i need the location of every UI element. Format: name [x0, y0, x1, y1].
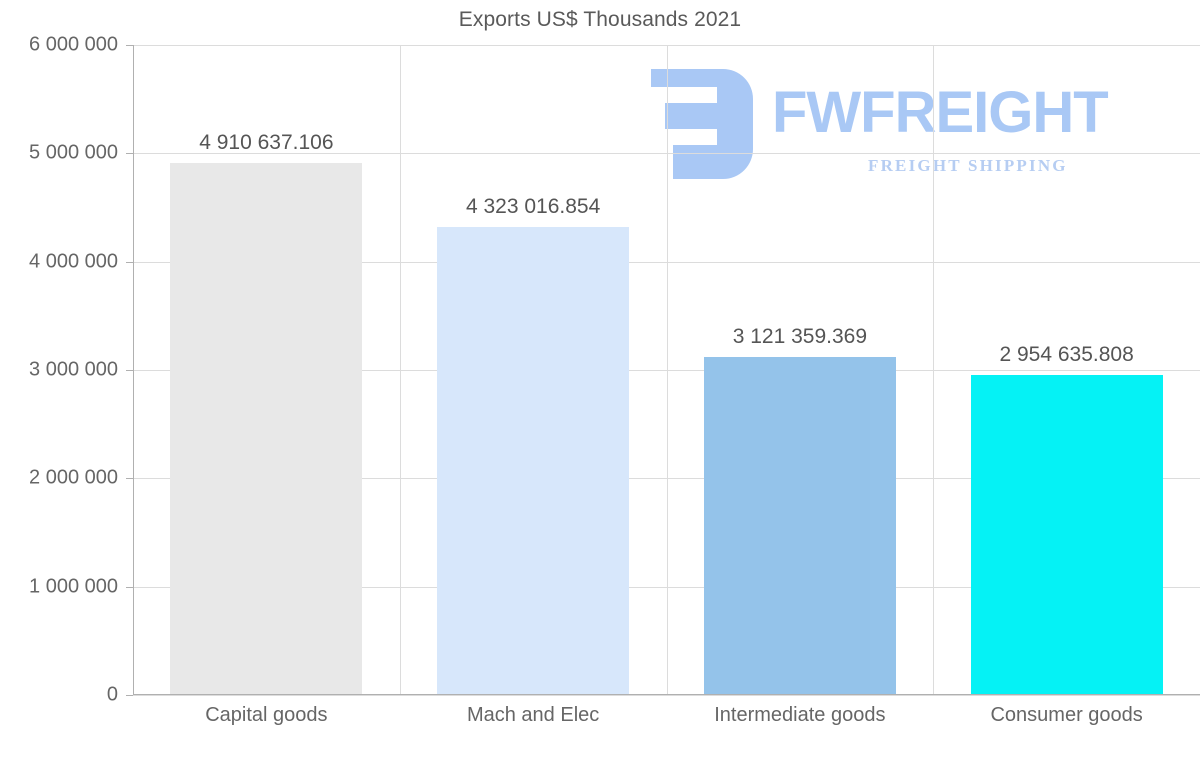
bar-value-label: 4 323 016.854	[465, 194, 601, 218]
bar-2[interactable]	[437, 226, 630, 695]
y-axis-tick-label: 5 000 000	[29, 141, 118, 164]
bar-4[interactable]	[970, 374, 1163, 695]
y-axis-tick	[126, 261, 133, 263]
gridline-vertical	[933, 45, 935, 695]
y-axis-tick	[126, 695, 133, 696]
gridline-vertical	[399, 45, 401, 695]
chart-title: Exports US$ Thousands 2021	[458, 8, 742, 31]
y-axis-tick	[126, 586, 133, 588]
gridline-vertical	[666, 45, 668, 695]
bar-value-label: 3 121 359.369	[732, 324, 868, 348]
y-axis-tick	[126, 478, 133, 480]
gridline-horizontal	[133, 695, 1200, 696]
y-axis-tick-label: 1 000 000	[29, 575, 118, 598]
bar-value-label: 4 910 637.106	[199, 131, 334, 154]
y-axis-tick	[126, 370, 133, 371]
x-axis-category-label: Intermediate goods	[714, 704, 886, 726]
bar-3[interactable]	[703, 356, 896, 695]
y-axis-tick-label: 0	[106, 683, 118, 706]
x-axis-category-label: Capital goods	[205, 704, 328, 726]
y-axis-tick-label: 4 000 000	[29, 250, 118, 273]
x-axis-category-label: Consumer goods	[990, 704, 1143, 726]
y-axis-tick-label: 2 000 000	[29, 466, 118, 489]
y-axis-tick	[126, 153, 133, 155]
x-axis-category-label: Mach and Elec	[466, 704, 600, 726]
y-axis-tick	[126, 45, 133, 46]
x-axis-line	[133, 694, 1200, 695]
y-axis-line	[133, 45, 134, 695]
y-axis-tick-label: 6 000 000	[29, 33, 118, 56]
bar-1[interactable]	[170, 163, 363, 695]
bar-value-label: 2 954 635.808	[999, 342, 1134, 366]
plot-area	[133, 45, 1200, 696]
y-axis-tick-label: 3 000 000	[29, 358, 118, 381]
